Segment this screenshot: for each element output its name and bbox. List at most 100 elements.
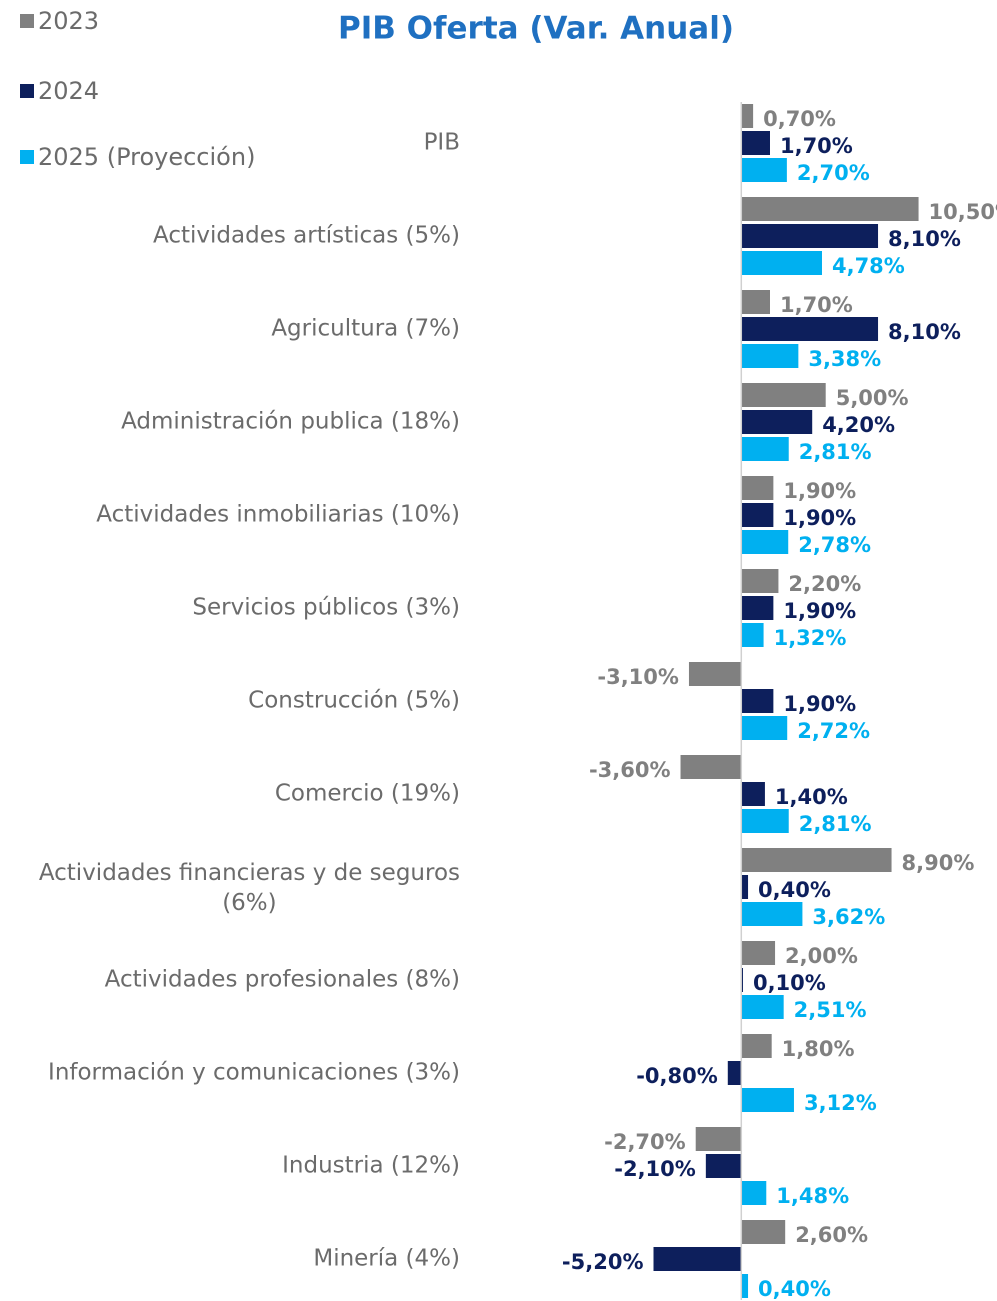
data-label: 1,40%	[775, 785, 848, 809]
data-label: 2,70%	[797, 161, 870, 185]
chart-title: PIB Oferta (Var. Anual)	[338, 11, 734, 47]
data-label: 1,90%	[783, 599, 856, 623]
bar	[741, 290, 770, 314]
bar	[741, 902, 803, 926]
legend-label: 2023	[38, 7, 99, 35]
bar	[741, 1034, 772, 1058]
data-label: 3,38%	[808, 347, 881, 371]
bar	[741, 251, 822, 275]
data-label: -0,80%	[636, 1064, 718, 1088]
category-label: PIB	[424, 130, 460, 156]
data-label: 1,48%	[776, 1184, 849, 1208]
data-label: -2,10%	[614, 1157, 696, 1181]
data-label: 4,78%	[832, 254, 905, 278]
category-label: Minería (4%)	[313, 1246, 460, 1272]
legend-swatch	[20, 14, 34, 28]
bar	[741, 131, 770, 155]
bar	[741, 383, 826, 407]
bar	[705, 1154, 742, 1178]
data-label: 10,50%	[929, 200, 997, 224]
bar	[741, 968, 743, 992]
data-label: 0,40%	[758, 878, 831, 902]
data-label: -3,60%	[589, 758, 671, 782]
bar	[741, 1274, 749, 1298]
bar	[741, 1220, 786, 1244]
data-label: 1,70%	[780, 293, 853, 317]
category-label: Agricultura (7%)	[271, 316, 460, 342]
data-label: 2,81%	[799, 812, 872, 836]
bar	[727, 1061, 742, 1085]
data-label: 0,70%	[763, 107, 836, 131]
legend-swatch	[20, 84, 34, 98]
category-label: Comercio (19%)	[275, 781, 460, 807]
category-label: Actividades artísticas (5%)	[153, 223, 460, 249]
bar	[741, 197, 919, 221]
data-label: 3,62%	[812, 905, 885, 929]
bar	[741, 530, 789, 554]
category-label: Actividades inmobiliarias (10%)	[96, 502, 460, 528]
category-label: Construcción (5%)	[248, 688, 460, 714]
data-label: 2,20%	[788, 572, 861, 596]
category-label: Servicios públicos (3%)	[192, 595, 460, 621]
bar	[741, 437, 789, 461]
bar	[741, 503, 774, 527]
data-label: 3,12%	[804, 1091, 877, 1115]
bar	[741, 995, 784, 1019]
data-label: 1,70%	[780, 134, 853, 158]
bar	[741, 104, 754, 128]
data-label: 2,72%	[797, 719, 870, 743]
data-label: 1,90%	[783, 506, 856, 530]
data-label: 1,80%	[782, 1037, 855, 1061]
data-label: 0,10%	[753, 971, 826, 995]
data-label: 8,10%	[888, 227, 961, 251]
category-label: Industria (12%)	[282, 1153, 460, 1179]
bar	[653, 1247, 742, 1271]
data-label: 0,40%	[758, 1277, 831, 1301]
bar	[741, 317, 879, 341]
bar	[741, 689, 774, 713]
data-label: 2,81%	[799, 440, 872, 464]
bar	[741, 782, 765, 806]
category-label: Actividades financieras y de seguros (6%)	[39, 860, 460, 916]
bar	[741, 623, 764, 647]
bar	[680, 755, 742, 779]
bar	[741, 1181, 767, 1205]
data-label: 4,20%	[822, 413, 895, 437]
category-label: Administración publica (18%)	[121, 409, 460, 435]
data-label: 2,78%	[798, 533, 871, 557]
category-label-line: (6%)	[222, 890, 276, 916]
bar	[741, 596, 774, 620]
bar	[741, 344, 799, 368]
bar	[741, 848, 892, 872]
data-label: 1,90%	[783, 479, 856, 503]
bar	[741, 158, 787, 182]
data-label: 2,60%	[795, 1223, 868, 1247]
bar	[741, 716, 788, 740]
data-label: 1,90%	[783, 692, 856, 716]
bar	[741, 224, 879, 248]
data-label: -2,70%	[604, 1130, 686, 1154]
data-label: -3,10%	[597, 665, 679, 689]
bar	[741, 941, 776, 965]
bar	[741, 569, 779, 593]
legend-label: 2025 (Proyección)	[38, 143, 255, 171]
data-label: 5,00%	[836, 386, 909, 410]
category-label: Información y comunicaciones (3%)	[48, 1060, 460, 1086]
category-label-line: Actividades financieras y de seguros	[39, 860, 460, 886]
data-label: 1,32%	[774, 626, 847, 650]
data-label: -5,20%	[562, 1250, 644, 1274]
legend-swatch	[20, 150, 34, 164]
category-label: Actividades profesionales (8%)	[105, 967, 460, 993]
data-label: 2,00%	[785, 944, 858, 968]
bar	[741, 476, 774, 500]
bar	[741, 410, 813, 434]
bar	[741, 875, 749, 899]
data-label: 8,90%	[902, 851, 975, 875]
data-label: 8,10%	[888, 320, 961, 344]
bar	[688, 662, 742, 686]
data-label: 2,51%	[794, 998, 867, 1022]
bar	[741, 809, 789, 833]
bar	[741, 1088, 794, 1112]
legend-label: 2024	[38, 77, 99, 105]
